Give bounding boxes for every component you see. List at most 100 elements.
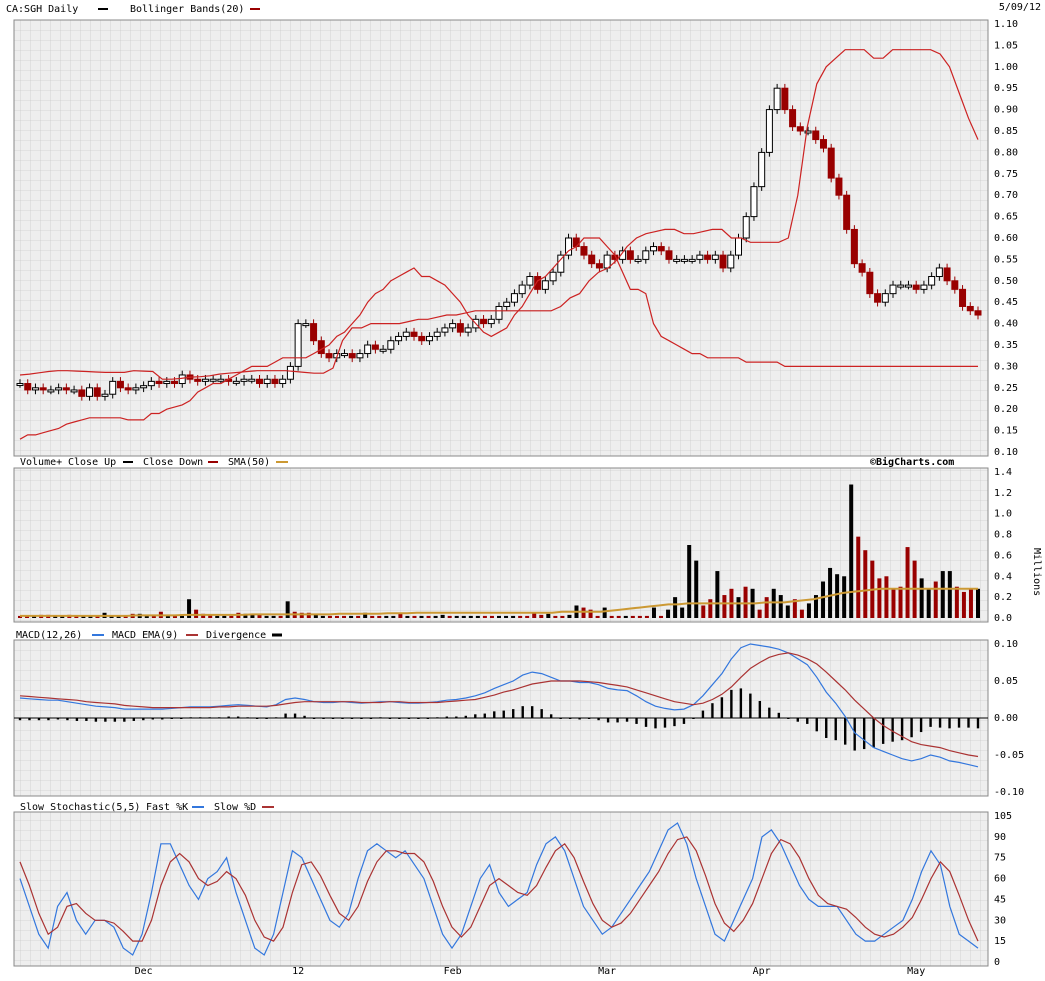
candle-body — [510, 293, 518, 303]
divergence-bar — [312, 718, 316, 719]
candle-body — [897, 284, 905, 288]
candle-body — [286, 365, 294, 380]
volume-bar — [370, 615, 375, 618]
volume-bar — [842, 576, 847, 618]
candle-body — [959, 288, 967, 307]
divergence-bar — [436, 717, 439, 719]
volume-bar — [856, 536, 861, 618]
x-tick-label: Mar — [598, 966, 616, 977]
volume-bar — [560, 615, 565, 618]
volume-bar — [637, 615, 642, 618]
sma-line — [20, 587, 978, 617]
volume-bar — [926, 588, 931, 618]
candle-body — [55, 387, 63, 391]
candle-body — [657, 246, 665, 252]
divergence-bar — [739, 688, 743, 718]
candle-body — [735, 237, 742, 256]
divergence-bar — [199, 717, 202, 719]
volume-bar — [898, 586, 903, 618]
volume-bar — [320, 615, 325, 618]
divergence-bar — [891, 718, 894, 742]
divergence-bar — [303, 715, 306, 718]
volume-bar — [616, 615, 621, 618]
divergence-bar — [976, 718, 980, 729]
y-tick-label: 1.00 — [994, 62, 1018, 73]
divergence-bar — [929, 718, 932, 727]
candle-body — [889, 284, 897, 295]
y-tick-label: 0.4 — [994, 571, 1012, 582]
volume-bar — [877, 578, 882, 618]
volume-bar — [644, 615, 649, 618]
y-tick-label: 0.10 — [994, 639, 1018, 650]
volume-bar — [518, 615, 523, 618]
divergence-bar — [142, 718, 145, 721]
y-tick-label: 0.45 — [994, 297, 1018, 308]
y-tick-label: 0.55 — [994, 254, 1018, 265]
divergence-bar — [815, 718, 818, 732]
candle-body — [371, 344, 379, 350]
divergence-bar — [161, 718, 164, 720]
volume-bar — [715, 571, 720, 618]
volume-bar — [165, 615, 170, 618]
y-tick-label: 1.2 — [994, 488, 1012, 499]
divergence-bar — [170, 718, 173, 719]
volume-bar — [172, 615, 177, 618]
y-tick-label: 75 — [994, 853, 1006, 864]
candle-body — [565, 237, 573, 256]
macd-panel — [14, 643, 988, 768]
divergence-bar — [85, 718, 88, 721]
volume-bar — [53, 615, 58, 618]
candle-body — [812, 130, 820, 141]
divergence-bar — [919, 718, 923, 733]
volume-bar — [447, 615, 452, 618]
candle-body — [116, 380, 124, 389]
candle-body — [418, 335, 426, 342]
candle-body — [271, 378, 279, 385]
divergence-bar — [881, 718, 885, 744]
candle-body — [395, 335, 403, 342]
volume-bar — [384, 615, 389, 618]
divergence-bar — [132, 718, 136, 721]
volume-bar — [433, 615, 438, 618]
y-tick-label: 90 — [994, 832, 1006, 843]
volume-bar — [412, 615, 417, 618]
volume-bar — [419, 615, 424, 618]
divergence-bar — [208, 717, 211, 719]
volume-bar — [229, 615, 234, 618]
volume-bar — [828, 567, 833, 618]
volume-bar — [630, 615, 635, 618]
divergence-bar — [844, 718, 847, 745]
y-tick-label: 0.60 — [994, 233, 1018, 244]
volume-bar — [884, 576, 889, 618]
volume-bar — [968, 588, 973, 618]
candle-body — [402, 331, 410, 337]
volume-bar — [475, 615, 480, 618]
volume-bar — [187, 599, 192, 618]
candle-body — [178, 374, 186, 385]
volume-bar — [736, 597, 741, 618]
candle-body — [603, 254, 611, 269]
volume-bar — [511, 615, 516, 618]
divergence-bar — [417, 718, 420, 719]
candle-body — [86, 387, 94, 397]
volume-bar — [764, 597, 769, 618]
fast-k-label: Fast %K — [146, 802, 188, 813]
divergence-bar — [957, 718, 961, 728]
bollinger-upper-line — [19, 49, 979, 380]
volume-bar — [623, 615, 628, 618]
y-tick-label: 0.40 — [994, 319, 1018, 330]
macd-label: MACD(12,26) — [16, 630, 82, 641]
divergence-bar — [900, 718, 904, 741]
candle-body — [256, 378, 263, 385]
volume-bar — [588, 609, 593, 618]
volume-bar — [454, 615, 459, 618]
candle-body — [626, 250, 634, 260]
candle-body — [665, 250, 673, 260]
y-tick-label: 15 — [994, 936, 1006, 947]
y-tick-label: 0.30 — [994, 361, 1018, 372]
divergence-bar — [94, 718, 98, 722]
volume-bar — [961, 591, 966, 618]
candle-body — [480, 318, 488, 325]
divergence-bar — [663, 718, 667, 728]
y-tick-label: 0.25 — [994, 383, 1018, 394]
